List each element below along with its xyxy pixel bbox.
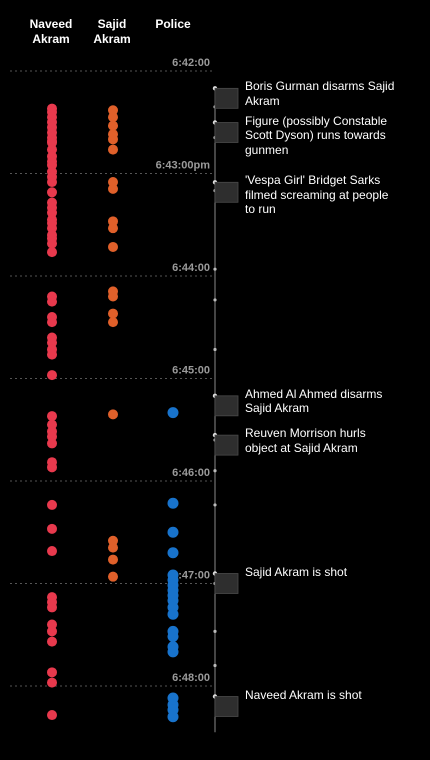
event-marker xyxy=(214,181,239,203)
naveed-shot-dot xyxy=(47,223,57,234)
sajid-shot-dot xyxy=(108,409,118,420)
naveed-shot-dot xyxy=(47,602,57,613)
event-marker xyxy=(214,395,239,417)
time-tick-label: 6:45:00 xyxy=(172,365,210,377)
sajid-shot-dot xyxy=(108,112,118,123)
naveed-shot-dot xyxy=(47,431,57,442)
axis-dot xyxy=(213,629,217,633)
sajid-shot-dot xyxy=(108,223,118,234)
event-label: Reuven Morrison hurls object at Sajid Ak… xyxy=(245,426,366,455)
naveed-shot-dot xyxy=(47,370,57,381)
naveed-shot-dot xyxy=(47,677,57,688)
naveed-shot-dot xyxy=(47,619,57,630)
police-shot-dot xyxy=(167,547,179,559)
sajid-shot-dot xyxy=(108,554,118,565)
sajid-shot-dot xyxy=(108,542,118,553)
naveed-shot-dot xyxy=(47,462,57,473)
naveed-shot-dot xyxy=(47,636,57,647)
naveed-shot-dot xyxy=(47,626,57,637)
sajid-shot-dot xyxy=(108,144,118,155)
time-tick-label: 6:48:00 xyxy=(172,672,210,684)
police-shot-dot xyxy=(167,630,179,642)
police-shot-dot xyxy=(167,497,179,509)
axis-dot xyxy=(213,469,217,473)
axis-dot xyxy=(213,663,217,668)
naveed-shot-dot xyxy=(47,207,57,218)
event-marker xyxy=(214,573,239,594)
sajid-shot-dot xyxy=(108,535,118,546)
sajid-shot-dot xyxy=(108,308,118,319)
police-shot-dot xyxy=(167,526,179,538)
event-marker xyxy=(214,87,239,109)
time-tick-label: 6:42:00 xyxy=(172,57,210,69)
naveed-shot-dot xyxy=(47,337,57,348)
time-tick-label: 6:47:00 xyxy=(172,570,210,582)
event-marker xyxy=(214,122,239,143)
sajid-shot-dot xyxy=(108,317,118,328)
time-tick-label: 6:46:00 xyxy=(172,467,210,479)
axis-dot xyxy=(213,267,217,271)
event-label: 'Vespa Girl' Bridget Sarks filmed scream… xyxy=(245,173,389,217)
naveed-shot-dot xyxy=(47,238,57,249)
naveed-shot-dot xyxy=(47,144,57,155)
sajid-shot-dot xyxy=(108,134,118,145)
sajid-shot-dot xyxy=(108,241,118,252)
axis-dot xyxy=(213,347,217,352)
naveed-shot-dot xyxy=(47,546,57,557)
event-markers xyxy=(212,86,239,717)
event-label: Figure (possibly Constable Scott Dyson) … xyxy=(245,113,388,157)
naveed-shot-dot xyxy=(47,523,57,534)
event-marker xyxy=(214,696,239,717)
naveed-shot-dot xyxy=(47,499,57,510)
event-label: Naveed Akram is shot xyxy=(245,687,362,702)
event-label: Sajid Akram is shot xyxy=(245,564,348,579)
sajid-shot-dot xyxy=(108,177,118,188)
naveed-shot-dot xyxy=(47,667,57,678)
naveed-shot-dot xyxy=(47,438,57,449)
column-header-naveed: Naveed Akram xyxy=(29,17,73,46)
column-header-police: Police xyxy=(155,17,191,31)
naveed-shot-dot xyxy=(47,710,57,721)
time-tick-label: 6:43:00pm xyxy=(156,160,211,172)
event-marker xyxy=(214,434,239,456)
police-shot-dot xyxy=(167,407,179,419)
shot-dots xyxy=(47,103,179,723)
naveed-shot-dot xyxy=(47,247,57,258)
sajid-shot-dot xyxy=(108,571,118,582)
naveed-shot-dot xyxy=(47,317,57,328)
naveed-shot-dot xyxy=(47,349,57,360)
event-label: Boris Gurman disarms Sajid Akram xyxy=(245,79,395,108)
naveed-shot-dot xyxy=(47,177,57,188)
sajid-shot-dot xyxy=(108,183,118,194)
naveed-shot-dot xyxy=(47,137,57,148)
police-shot-dot xyxy=(167,608,179,620)
time-gridlines: 6:42:00 6:43:00pm 6:44:00 6:45:00 6:46:00 6:4… xyxy=(10,57,212,687)
axis-dot xyxy=(213,503,217,507)
axis-dot xyxy=(213,298,217,302)
column-header-sajid: Sajid Akram xyxy=(93,17,131,46)
event-label: Ahmed Al Ahmed disarms Sajid Akram xyxy=(245,386,383,416)
sajid-shot-dot xyxy=(108,105,118,116)
sajid-shot-dot xyxy=(108,120,118,131)
sajid-shot-dot xyxy=(108,291,118,302)
police-shot-dot xyxy=(167,711,179,723)
naveed-shot-dot xyxy=(47,187,57,198)
naveed-shot-dot xyxy=(47,419,57,430)
time-tick-label: 6:44:00 xyxy=(172,262,210,274)
police-shot-dot xyxy=(167,646,179,658)
naveed-shot-dot xyxy=(47,411,57,422)
sajid-shot-dot xyxy=(108,216,118,227)
naveed-shot-dot xyxy=(47,159,57,170)
naveed-shot-dot xyxy=(47,296,57,307)
